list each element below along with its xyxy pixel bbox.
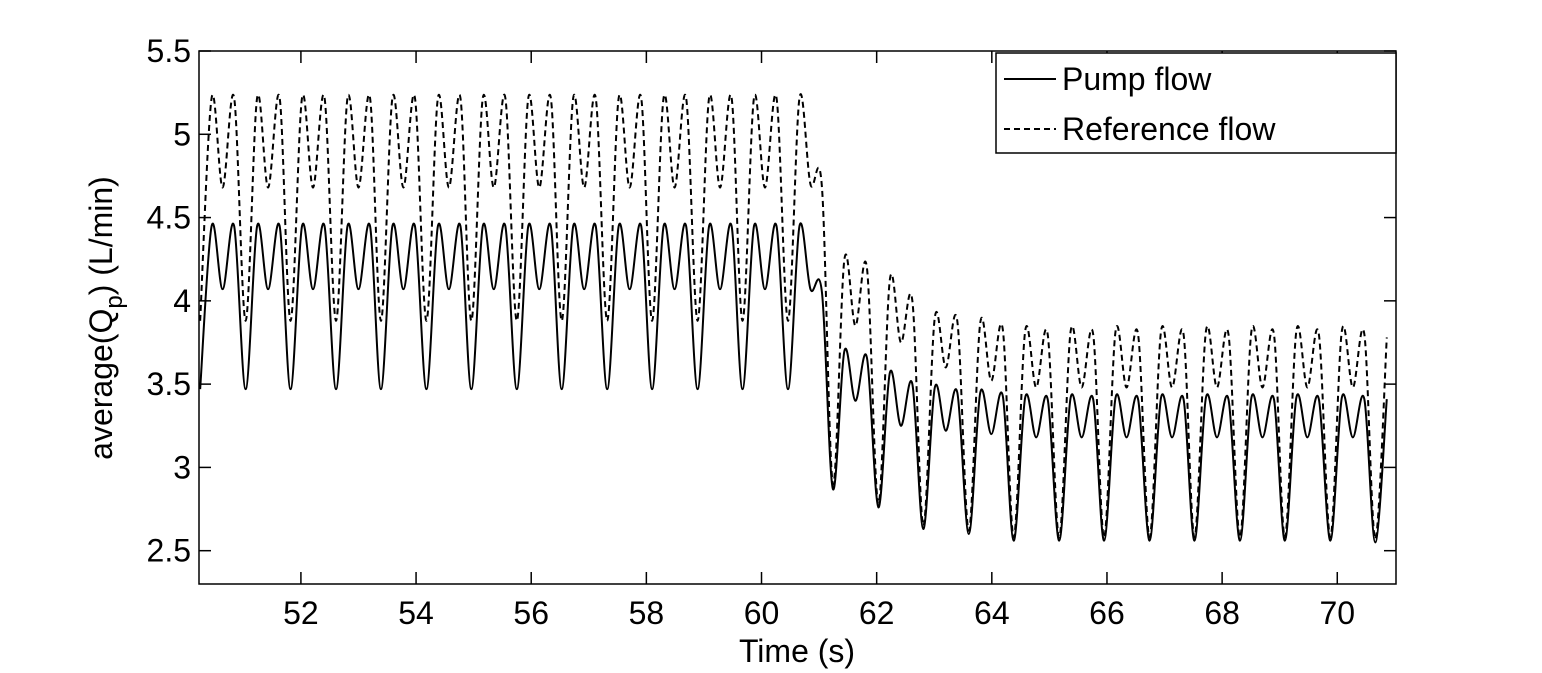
legend-box bbox=[995, 52, 1397, 154]
x-tick-label: 54 bbox=[398, 595, 434, 631]
y-tick-label: 4.5 bbox=[147, 200, 191, 236]
y-axis-label: average(Qp) (L/min) bbox=[83, 176, 128, 460]
y-label-part: average(Q bbox=[83, 309, 119, 460]
y-tick-label: 4 bbox=[173, 283, 191, 319]
y-tick-label: 5.5 bbox=[147, 33, 191, 69]
data-line bbox=[199, 222, 1388, 544]
x-tick-label: 60 bbox=[744, 595, 780, 631]
x-tick-label: 56 bbox=[513, 595, 549, 631]
y-tick-label: 3 bbox=[173, 449, 191, 485]
x-tick-label: 58 bbox=[629, 595, 665, 631]
data-line bbox=[199, 93, 1388, 541]
x-tick-label: 52 bbox=[283, 595, 319, 631]
x-tick-label: 62 bbox=[859, 595, 895, 631]
x-tick-label: 64 bbox=[974, 595, 1010, 631]
x-tick-label: 66 bbox=[1089, 595, 1125, 631]
x-tick-label: 70 bbox=[1319, 595, 1355, 631]
y-tick-label: 2.5 bbox=[147, 533, 191, 569]
y-tick-label: 5 bbox=[173, 116, 191, 152]
x-axis-label: Time (s) bbox=[739, 633, 855, 669]
plot-frame bbox=[198, 50, 1397, 585]
y-label-subscript: p bbox=[101, 295, 128, 308]
legend-label: Reference flow bbox=[1062, 111, 1276, 147]
legend-label: Pump flow bbox=[1062, 61, 1212, 97]
y-label-part: ) (L/min) bbox=[83, 176, 119, 295]
y-tick-label: 3.5 bbox=[147, 366, 191, 402]
x-tick-label: 68 bbox=[1204, 595, 1240, 631]
